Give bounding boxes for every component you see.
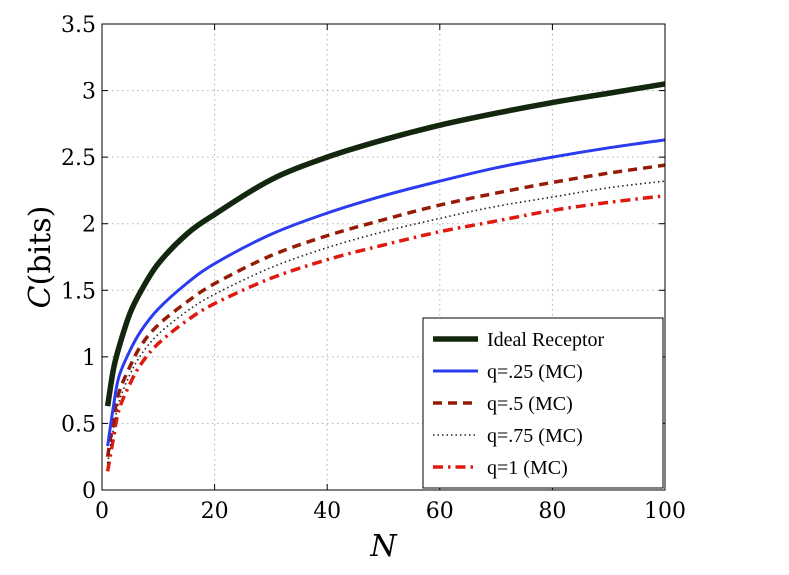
series-line-2: [106, 138, 666, 447]
x-tick-label: 40: [313, 499, 341, 524]
series-line-3: [105, 163, 666, 457]
legend-label-3: q=.5 (MC): [487, 393, 573, 415]
x-tick-label: 0: [95, 499, 109, 524]
grid-lines: [102, 24, 665, 490]
legend-label-4: q=.75 (MC): [487, 425, 583, 447]
y-tick-label: 3: [82, 80, 96, 105]
x-tick-label: 60: [426, 499, 454, 524]
series-layer: [104, 81, 666, 472]
x-axis-label: N: [369, 529, 398, 564]
y-tick-label: 2: [82, 213, 96, 238]
y-tick-label: 0.5: [61, 412, 96, 437]
x-tick-labels: 0 20 40 60 80 100: [95, 499, 686, 524]
legend: Ideal Receptor q=.25 (MC) q=.5 (MC) q=.75 (…: [422, 317, 664, 489]
y-tick-label: 0: [82, 479, 96, 504]
legend-label-2: q=.25 (MC): [487, 361, 583, 383]
series-line-1: [104, 81, 666, 407]
y-axis-label-unit: (bits): [23, 206, 58, 286]
y-axis-label: C(bits): [23, 206, 58, 309]
legend-label-5: q=1 (MC): [487, 457, 568, 479]
x-tick-label: 100: [644, 499, 686, 524]
y-tick-label: 1: [82, 346, 96, 371]
x-tick-label: 20: [201, 499, 229, 524]
plot-area-frame: [101, 23, 666, 491]
legend-label-1: Ideal Receptor: [487, 329, 604, 351]
y-tick-label: 1.5: [61, 279, 96, 304]
y-tick-label: 3.5: [61, 13, 96, 38]
y-tick-label: 2.5: [61, 146, 96, 171]
y-tick-labels: 0 0.5 1 1.5 2 2.5 3 3.5: [61, 13, 96, 504]
x-tick-label: 80: [538, 499, 566, 524]
series-line-5: [105, 194, 666, 472]
y-axis-label-symbol: C: [23, 285, 58, 308]
legend-items: Ideal Receptor q=.25 (MC) q=.5 (MC) q=.75 (…: [433, 329, 604, 479]
series-line-4: [106, 180, 666, 464]
